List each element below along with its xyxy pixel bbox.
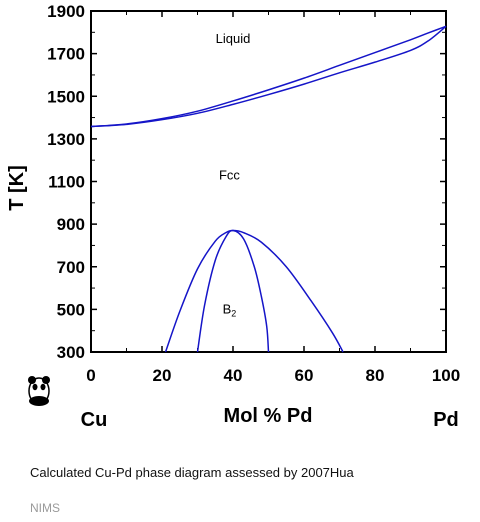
- region-label: Liquid: [216, 31, 251, 46]
- x-tick-label: 20: [153, 366, 172, 385]
- y-tick-label: 900: [57, 215, 85, 234]
- y-tick-label: 1700: [47, 45, 85, 64]
- y-tick-label: 1900: [47, 2, 85, 21]
- x-end-label-left: Cu: [81, 409, 108, 431]
- phase-diagram-chart: 300 500 700 900 1100 1300 1500 1700 1900 0 20 40 60…: [6, 2, 460, 431]
- y-tick-label: 1100: [48, 173, 85, 192]
- x-tick-label: 100: [432, 366, 460, 385]
- y-tick-label: 1300: [47, 130, 85, 149]
- plot-area: [90, 10, 447, 353]
- figure-caption: Calculated Cu-Pd phase diagram assessed …: [30, 465, 354, 480]
- phase-boundary-2: [90, 25, 447, 128]
- phase-boundary-3: [164, 229, 344, 353]
- phase-boundary-4: [196, 229, 270, 353]
- y-axis-label: T [K]: [6, 165, 28, 211]
- region-label: B2: [223, 302, 237, 319]
- x-axis-label: Mol % Pd: [224, 405, 313, 427]
- x-tick-label: 0: [86, 366, 95, 385]
- y-tick-label: 700: [57, 258, 85, 277]
- y-tick-labels: 300 500 700 900 1100 1300 1500 1700 1900: [47, 2, 85, 362]
- x-tick-label: 40: [224, 366, 243, 385]
- y-tick-label: 300: [57, 343, 85, 362]
- phase-boundary-1: [90, 25, 447, 128]
- x-tick-label: 60: [295, 366, 314, 385]
- region-labels: Liquid Fcc B2: [216, 31, 251, 319]
- region-label: Fcc: [219, 167, 240, 182]
- y-tick-label: 1500: [47, 87, 85, 106]
- source-label: NIMS: [30, 501, 60, 515]
- y-tick-label: 500: [57, 300, 85, 319]
- plot-frame: [90, 10, 447, 353]
- x-tick-labels: 0 20 40 60 80 100: [86, 366, 460, 385]
- panda-logo: [28, 376, 50, 406]
- x-end-label-right: Pd: [433, 409, 459, 431]
- x-tick-label: 80: [366, 366, 385, 385]
